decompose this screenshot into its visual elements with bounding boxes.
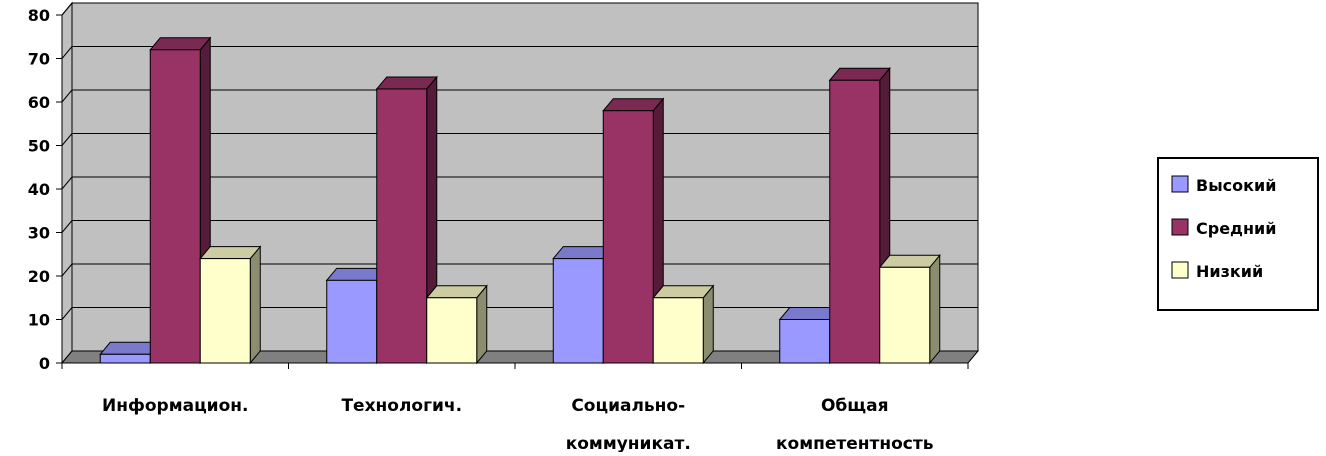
y-tick-label: 60 (28, 93, 50, 112)
y-tick-label: 40 (28, 180, 50, 199)
bar (830, 80, 880, 363)
bar-top (427, 286, 487, 298)
bar (200, 259, 250, 363)
y-tick-label: 30 (28, 224, 50, 243)
legend-swatch (1172, 219, 1188, 235)
bar (653, 298, 703, 363)
bar (427, 298, 477, 363)
bar (603, 111, 653, 363)
legend-label: Низкий (1196, 262, 1263, 281)
x-tick-label: Социально- (571, 396, 685, 416)
bar-side (250, 247, 260, 363)
y-tick-label: 80 (28, 6, 50, 25)
y-tick-label: 20 (28, 267, 50, 286)
bar-side (703, 286, 713, 363)
legend-swatch (1172, 176, 1188, 192)
bar (150, 50, 200, 363)
bar (100, 354, 150, 363)
bar-top (653, 286, 713, 298)
y-tick-label: 10 (28, 311, 50, 330)
legend-label: Высокий (1196, 176, 1276, 195)
bar-top (377, 77, 437, 89)
y-tick-label: 0 (39, 354, 50, 373)
bar (327, 280, 377, 363)
legend-label: Средний (1196, 219, 1276, 238)
y-tick-label: 70 (28, 50, 50, 69)
x-tick-label: компетентность (776, 434, 933, 452)
bar (780, 320, 830, 364)
y-tick-label: 50 (28, 137, 50, 156)
bar-top (830, 68, 890, 80)
legend-swatch (1172, 262, 1188, 278)
bar-top (150, 38, 210, 50)
bar-side (930, 255, 940, 363)
bar-top (603, 99, 663, 111)
x-tick-label: Общая (821, 396, 889, 416)
x-tick-label: коммуникат. (566, 434, 691, 452)
x-tick-label: Информацион. (102, 396, 248, 416)
bar (377, 89, 427, 363)
bar (880, 267, 930, 363)
bar (553, 259, 603, 363)
x-tick-label: Технологич. (341, 396, 462, 416)
bar-side (477, 286, 487, 363)
bar-top (200, 247, 260, 259)
bar-top (880, 255, 940, 267)
